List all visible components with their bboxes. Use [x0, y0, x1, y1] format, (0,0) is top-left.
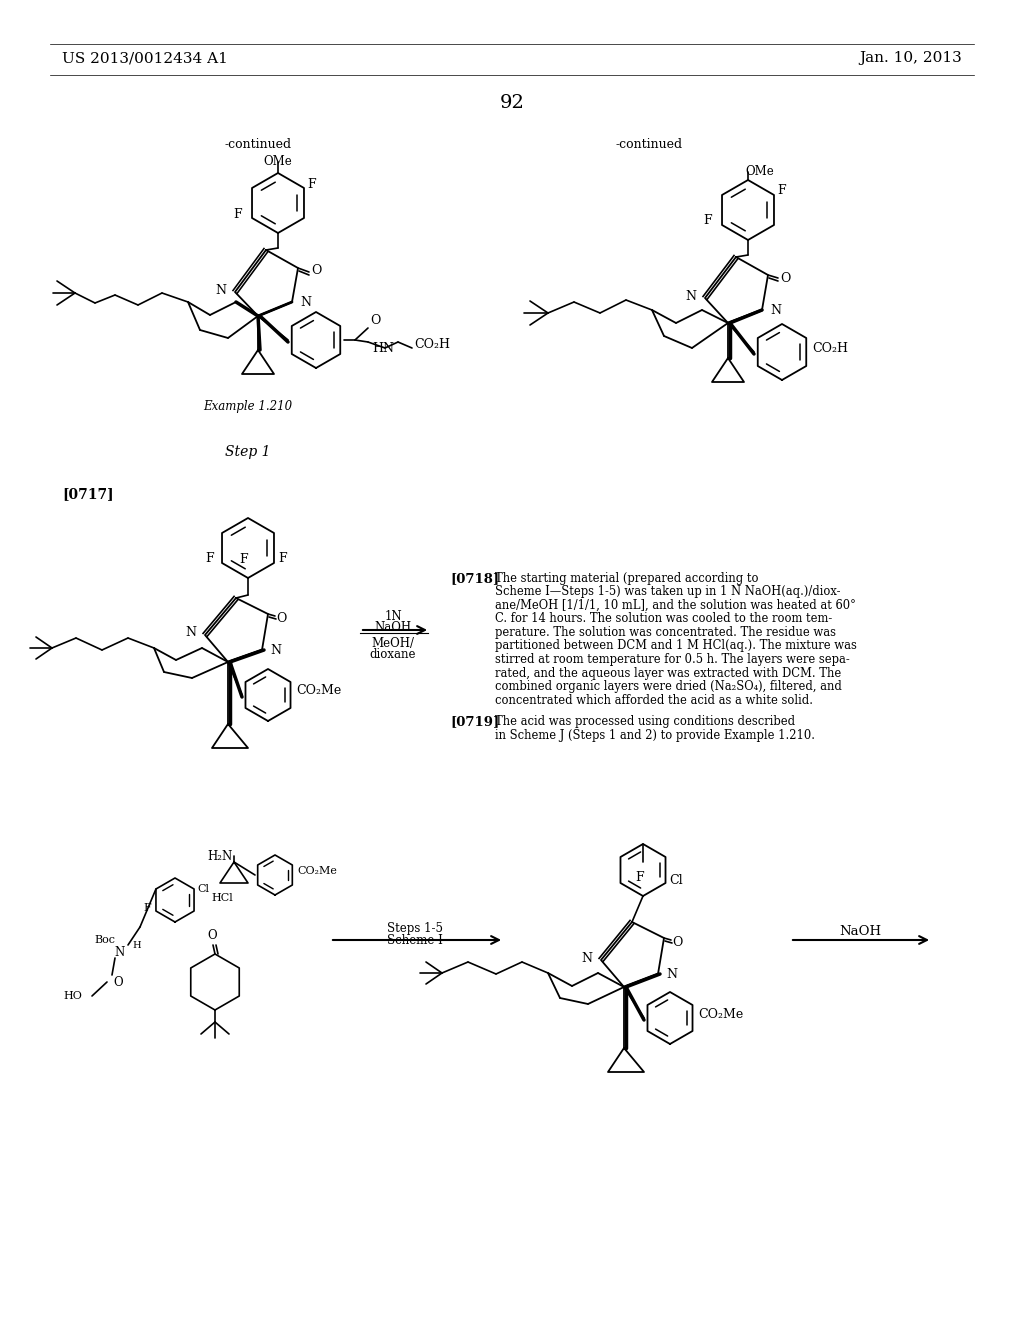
Text: in Scheme J (Steps 1 and 2) to provide Example 1.210.: in Scheme J (Steps 1 and 2) to provide E… [495, 729, 815, 742]
Text: N: N [582, 952, 593, 965]
Text: H: H [132, 941, 140, 950]
Text: partitioned between DCM and 1 M HCl(aq.). The mixture was: partitioned between DCM and 1 M HCl(aq.)… [495, 639, 857, 652]
Text: concentrated which afforded the acid as a white solid.: concentrated which afforded the acid as … [495, 693, 813, 706]
Text: [0718]: [0718] [450, 572, 499, 585]
Text: HCl: HCl [211, 894, 232, 903]
Text: Boc: Boc [94, 935, 116, 945]
Text: Cl: Cl [670, 874, 683, 887]
Text: CO₂Me: CO₂Me [296, 685, 341, 697]
Text: O: O [780, 272, 791, 285]
Text: 92: 92 [500, 94, 524, 112]
Text: N: N [685, 289, 696, 302]
Text: US 2013/0012434 A1: US 2013/0012434 A1 [62, 51, 228, 65]
Text: F: F [233, 207, 242, 220]
Text: HN: HN [372, 342, 394, 355]
Text: N: N [115, 945, 125, 958]
Text: Example 1.210: Example 1.210 [204, 400, 293, 413]
Text: N: N [666, 968, 677, 981]
Text: F: F [703, 214, 712, 227]
Text: F: F [307, 177, 315, 190]
Text: O: O [370, 314, 380, 326]
Text: N: N [215, 284, 226, 297]
Text: Step 1: Step 1 [225, 445, 270, 459]
Text: MeOH/: MeOH/ [372, 638, 415, 649]
Text: Steps 1-5: Steps 1-5 [387, 921, 443, 935]
Text: The starting material (prepared according to: The starting material (prepared accordin… [495, 572, 759, 585]
Text: combined organic layers were dried (Na₂SO₄), filtered, and: combined organic layers were dried (Na₂S… [495, 680, 842, 693]
Text: -continued: -continued [224, 139, 292, 150]
Text: F: F [206, 553, 214, 565]
Text: C. for 14 hours. The solution was cooled to the room tem-: C. for 14 hours. The solution was cooled… [495, 612, 833, 626]
Text: Scheme I—Steps 1-5) was taken up in 1 N NaOH(aq.)/diox-: Scheme I—Steps 1-5) was taken up in 1 N … [495, 586, 841, 598]
Text: F: F [240, 553, 248, 566]
Text: Jan. 10, 2013: Jan. 10, 2013 [859, 51, 962, 65]
Text: O: O [114, 975, 123, 989]
Text: O: O [311, 264, 322, 277]
Text: Scheme I: Scheme I [387, 935, 443, 946]
Text: perature. The solution was concentrated. The residue was: perature. The solution was concentrated.… [495, 626, 836, 639]
Text: rated, and the aqueous layer was extracted with DCM. The: rated, and the aqueous layer was extract… [495, 667, 842, 680]
Text: CO₂Me: CO₂Me [698, 1007, 743, 1020]
Text: [0719]: [0719] [450, 715, 500, 729]
Text: CO₂H: CO₂H [414, 338, 450, 351]
Text: O: O [207, 929, 217, 942]
Text: CO₂H: CO₂H [812, 342, 848, 355]
Text: CO₂Me: CO₂Me [297, 866, 337, 876]
Text: O: O [672, 936, 682, 949]
Text: O: O [276, 611, 287, 624]
Text: dioxane: dioxane [370, 648, 416, 661]
Text: -continued: -continued [615, 139, 682, 150]
Text: Cl: Cl [197, 884, 209, 894]
Text: 1N: 1N [384, 610, 401, 623]
Text: stirred at room temperature for 0.5 h. The layers were sepa-: stirred at room temperature for 0.5 h. T… [495, 653, 850, 667]
Text: NaOH: NaOH [375, 620, 412, 634]
Text: The acid was processed using conditions described: The acid was processed using conditions … [495, 715, 795, 729]
Text: N: N [270, 644, 281, 656]
Text: NaOH: NaOH [839, 925, 881, 939]
Text: N: N [185, 627, 197, 639]
Text: N: N [770, 305, 781, 318]
Text: H₂N: H₂N [208, 850, 232, 862]
Text: [0717]: [0717] [62, 487, 114, 502]
Text: N: N [300, 297, 311, 309]
Text: F: F [278, 553, 287, 565]
Text: OMe: OMe [263, 154, 293, 168]
Text: HO: HO [63, 991, 82, 1001]
Text: ane/MeOH [1/1/1, 10 mL], and the solution was heated at 60°: ane/MeOH [1/1/1, 10 mL], and the solutio… [495, 599, 856, 612]
Text: OMe: OMe [745, 165, 774, 178]
Text: F: F [777, 185, 785, 198]
Text: F: F [636, 871, 644, 884]
Text: F: F [143, 903, 151, 913]
